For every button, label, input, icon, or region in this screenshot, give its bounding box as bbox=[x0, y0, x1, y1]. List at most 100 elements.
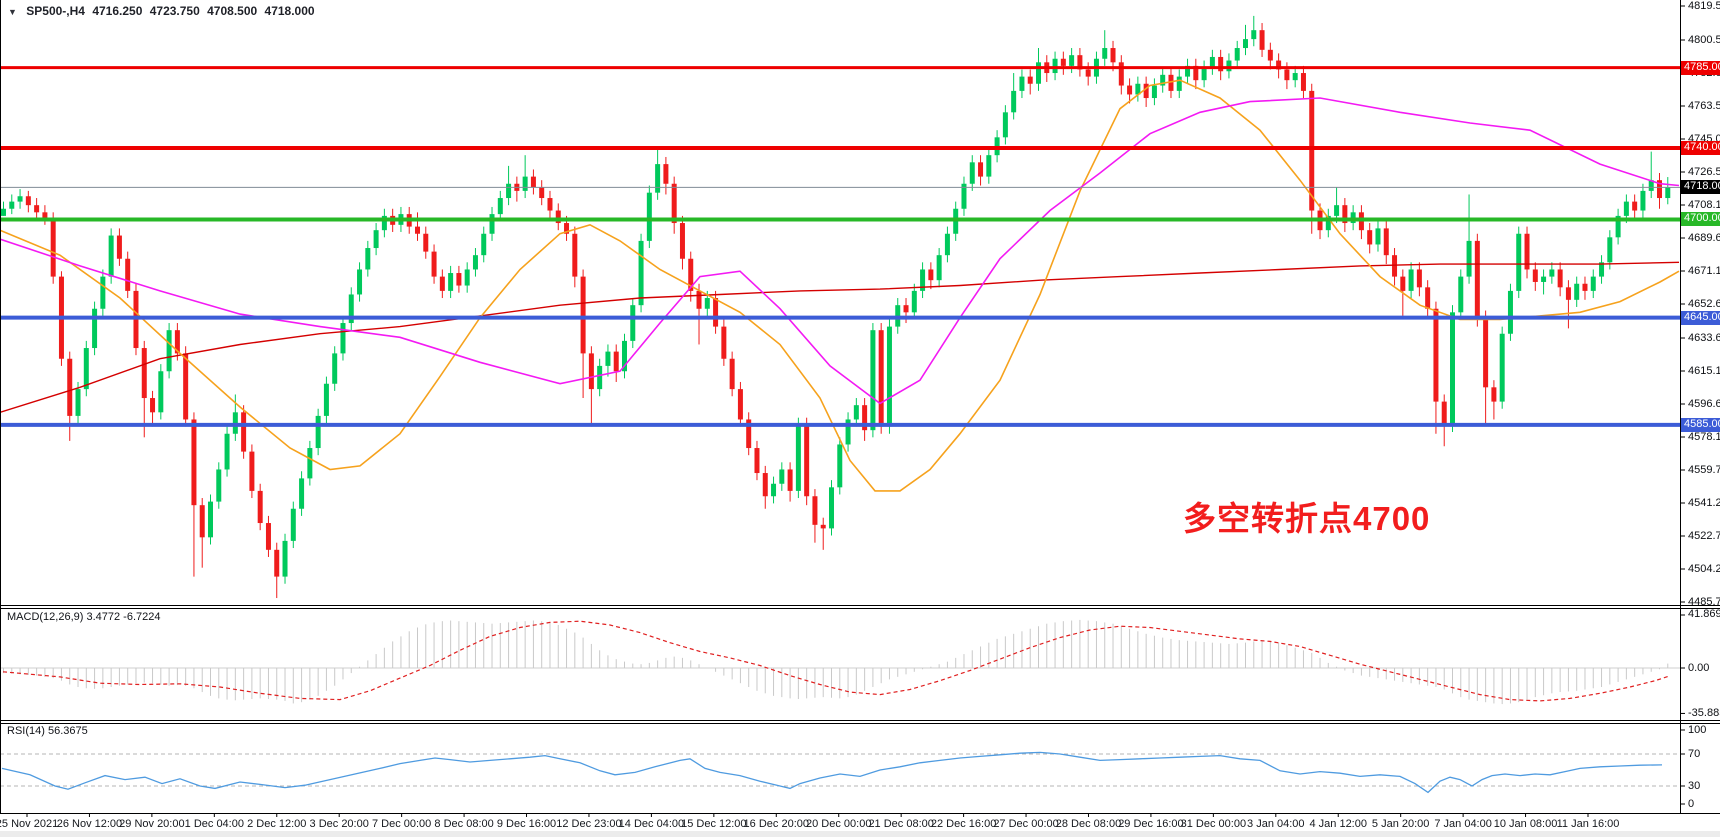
candle-body bbox=[762, 473, 768, 497]
candle-body bbox=[787, 469, 793, 491]
candle-body bbox=[50, 217, 56, 277]
price-axis-label: 4800.500 bbox=[1688, 33, 1720, 46]
candle-body bbox=[1118, 62, 1124, 86]
collapse-arrow-icon[interactable]: ▼ bbox=[8, 7, 17, 17]
symbol-name: SP500-,H4 bbox=[26, 4, 85, 18]
candle-body bbox=[1193, 65, 1199, 81]
candle-body bbox=[1599, 262, 1605, 277]
time-axis-label: 21 Dec 08:00 bbox=[868, 818, 934, 830]
candle-body bbox=[605, 351, 611, 366]
candle-body bbox=[853, 405, 859, 420]
candle-body bbox=[713, 298, 719, 327]
rsi-line bbox=[1, 751, 1663, 794]
candle-body bbox=[472, 255, 478, 270]
candle-body bbox=[1400, 276, 1406, 291]
time-axis-label: 7 Dec 00:00 bbox=[371, 818, 432, 830]
level-price-badge: 4740.000 bbox=[1681, 141, 1720, 156]
macd-axis-label: -35.8856 bbox=[1688, 706, 1720, 719]
candle-body bbox=[299, 478, 305, 509]
candle-body bbox=[1151, 85, 1157, 99]
candle-body bbox=[1110, 48, 1116, 63]
candle-body bbox=[448, 273, 454, 291]
candle-body bbox=[1226, 60, 1232, 72]
candle-body bbox=[1483, 317, 1489, 388]
candle-body bbox=[1309, 90, 1315, 211]
symbol-header: ▼ SP500-,H4 4716.250 4723.750 4708.500 4… bbox=[8, 4, 319, 18]
candle-body bbox=[1607, 237, 1613, 263]
candle-body bbox=[92, 308, 98, 349]
level-price-badge: 4700.000 bbox=[1681, 212, 1720, 227]
candle-body bbox=[555, 210, 561, 224]
candle-body bbox=[671, 183, 677, 224]
candle-body bbox=[986, 155, 992, 177]
candle-body bbox=[721, 326, 727, 359]
candle-body bbox=[9, 201, 15, 209]
candle-body bbox=[638, 240, 644, 306]
candle-body bbox=[1416, 269, 1422, 288]
level-price-badge: 4585.000 bbox=[1681, 417, 1720, 432]
candle-body bbox=[1251, 30, 1257, 40]
candle-body bbox=[1300, 73, 1306, 91]
time-axis-label: 15 Dec 12:00 bbox=[681, 818, 747, 830]
candle-body bbox=[655, 164, 661, 193]
candle-body bbox=[373, 230, 379, 249]
candle-body bbox=[886, 326, 892, 427]
price-axis-label: 4541.220 bbox=[1688, 496, 1720, 509]
candle-body bbox=[241, 412, 247, 452]
candle-body bbox=[25, 196, 31, 206]
candle-body bbox=[1325, 215, 1331, 231]
candle-body bbox=[1085, 69, 1091, 77]
candle-body bbox=[150, 398, 156, 413]
candle-body bbox=[506, 183, 512, 199]
time-axis-label: 25 Nov 2021 bbox=[0, 818, 59, 830]
candle-body bbox=[208, 501, 213, 538]
bottom-scroll-strip[interactable] bbox=[0, 831, 1720, 837]
candle-body bbox=[870, 330, 876, 431]
candle-body bbox=[183, 353, 189, 420]
candle-body bbox=[100, 276, 106, 309]
candle-body bbox=[1276, 60, 1282, 70]
candle-body bbox=[1019, 76, 1025, 91]
price-axis-label: 4763.540 bbox=[1688, 99, 1720, 112]
candle-body bbox=[1441, 401, 1447, 425]
candle-body bbox=[613, 351, 619, 372]
candle-body bbox=[456, 273, 462, 286]
time-axis-label: 10 Jan 08:00 bbox=[1493, 818, 1558, 830]
time-axis-label: 8 Dec 08:00 bbox=[434, 818, 494, 830]
candle-body bbox=[1392, 255, 1398, 277]
candle-body bbox=[1425, 287, 1431, 309]
time-axis-label: 4 Jan 12:00 bbox=[1309, 818, 1367, 830]
candle-body bbox=[1590, 276, 1596, 291]
candle-body bbox=[1383, 228, 1389, 256]
candle-body bbox=[771, 483, 777, 497]
candle-body bbox=[663, 164, 669, 184]
ohlc-open: 4716.250 bbox=[92, 4, 143, 18]
candle-body bbox=[746, 419, 752, 449]
candle-body bbox=[42, 212, 48, 218]
candle-body bbox=[1127, 85, 1133, 95]
candle-body bbox=[1433, 308, 1439, 402]
candle-body bbox=[257, 490, 263, 524]
candle-body bbox=[224, 433, 230, 470]
candle-body bbox=[779, 469, 785, 484]
candle-body bbox=[1135, 83, 1141, 95]
candle-body bbox=[804, 424, 810, 497]
candle-body bbox=[1185, 65, 1191, 77]
level-price-badge: 4645.000 bbox=[1681, 310, 1720, 325]
candle-body bbox=[1234, 48, 1240, 61]
candle-body bbox=[1632, 201, 1638, 211]
time-axis-label: 5 Jan 20:00 bbox=[1371, 818, 1430, 830]
ohlc-high: 4723.750 bbox=[149, 4, 200, 18]
candle-body bbox=[1524, 233, 1530, 270]
candle-body bbox=[1565, 287, 1571, 300]
candle-body bbox=[729, 358, 735, 390]
candle-body bbox=[961, 183, 967, 209]
candle-body bbox=[1027, 76, 1033, 84]
candle-body bbox=[1367, 230, 1373, 245]
candle-body bbox=[1143, 83, 1149, 99]
time-axis-label: 29 Dec 16:00 bbox=[1118, 818, 1184, 830]
candle-body bbox=[737, 389, 743, 420]
ma-magenta-line bbox=[0, 97, 1680, 405]
candle-body bbox=[307, 448, 313, 479]
